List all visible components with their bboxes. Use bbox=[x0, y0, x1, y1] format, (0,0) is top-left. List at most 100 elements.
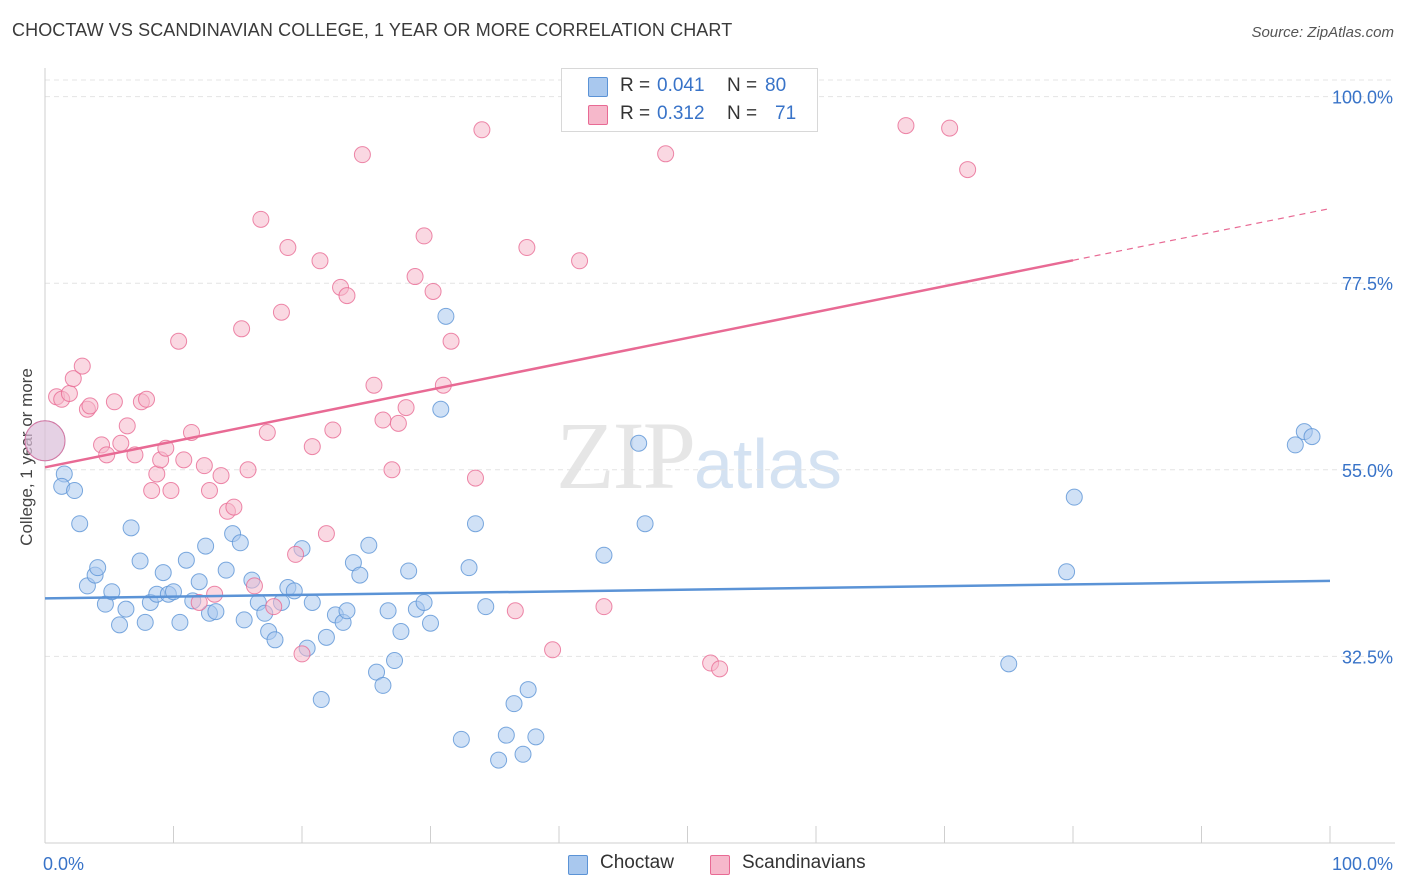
choctaw-point bbox=[477, 598, 495, 616]
scandinavian-point bbox=[324, 421, 342, 439]
scandinavian-point bbox=[162, 482, 180, 500]
scandinavian-point bbox=[442, 332, 460, 350]
scandinavian-point bbox=[311, 252, 329, 270]
scandinavian-point bbox=[374, 411, 392, 429]
gridlines bbox=[45, 79, 1395, 657]
scandinavian-point bbox=[365, 376, 383, 394]
chart-source: Source: ZipAtlas.com bbox=[1251, 24, 1394, 41]
choctaw-point bbox=[1000, 655, 1018, 673]
scandinavian-point bbox=[595, 598, 613, 616]
scandinavian-point bbox=[397, 399, 415, 417]
scandinavian-point bbox=[406, 268, 424, 286]
scandinavian-point bbox=[24, 420, 66, 462]
scandinavian-point bbox=[143, 482, 161, 500]
scandinavian-point bbox=[195, 457, 213, 475]
choctaw-point bbox=[171, 613, 189, 631]
scandinavian-point bbox=[506, 602, 524, 620]
choctaw-point bbox=[117, 600, 135, 618]
scandinavian-point bbox=[353, 146, 371, 164]
scandinavian-point bbox=[105, 393, 123, 411]
stats-row-choctaw: R = 0.041 N = 80 bbox=[562, 72, 817, 100]
watermark: ZIPatlas bbox=[556, 400, 842, 511]
choctaw-point bbox=[177, 551, 195, 569]
choctaw-point bbox=[392, 623, 410, 641]
choctaw-point bbox=[1065, 488, 1083, 506]
y-tick-label: 77.5% bbox=[1342, 274, 1393, 294]
choctaw-point bbox=[379, 602, 397, 620]
choctaw-point bbox=[217, 561, 235, 579]
choctaw-point bbox=[636, 515, 654, 533]
scandinavian-point bbox=[941, 119, 959, 137]
r-label: R = bbox=[620, 103, 651, 124]
scandinavian-point bbox=[293, 645, 311, 663]
choctaw-point bbox=[154, 564, 172, 582]
scandinavian-point bbox=[245, 577, 263, 595]
scandinavian-point bbox=[112, 434, 130, 452]
axes bbox=[44, 68, 1395, 844]
choctaw-point bbox=[490, 751, 508, 769]
scandinavian-point bbox=[60, 384, 78, 402]
choctaw-point bbox=[452, 730, 470, 748]
choctaw-point bbox=[89, 559, 107, 577]
scandinavian-point bbox=[959, 161, 977, 179]
choctaw-point bbox=[519, 681, 537, 699]
scandinavian-point bbox=[64, 370, 82, 388]
scandinavian-point bbox=[212, 467, 230, 485]
n-label: N = bbox=[727, 103, 758, 124]
scandinavian-point bbox=[138, 390, 156, 408]
scandinavian-r-value: 0.312 bbox=[657, 103, 705, 124]
choctaw-point bbox=[312, 691, 330, 709]
choctaw-point bbox=[71, 515, 89, 533]
scandinavian-point bbox=[338, 287, 356, 305]
choctaw-point bbox=[111, 616, 129, 634]
scandinavian-point bbox=[272, 303, 290, 321]
trend-lines bbox=[44, 207, 1331, 600]
choctaw-point bbox=[400, 562, 418, 580]
choctaw-point bbox=[527, 728, 545, 746]
choctaw-points bbox=[24, 307, 1321, 769]
choctaw-point bbox=[1058, 563, 1076, 581]
choctaw-point bbox=[285, 582, 303, 600]
choctaw-trend-line bbox=[44, 579, 1331, 600]
y-tick-label: 55.0% bbox=[1342, 461, 1393, 481]
choctaw-r-value: 0.041 bbox=[657, 75, 705, 96]
choctaw-point bbox=[131, 552, 149, 570]
tick-labels: 32.5% 55.0% 77.5% 100.0% 0.0% 100.0% bbox=[43, 88, 1393, 874]
choctaw-point bbox=[207, 603, 225, 621]
scandinavian-n-value: 71 bbox=[775, 103, 797, 124]
scandinavian-point bbox=[279, 239, 297, 257]
watermark-zip: ZIP bbox=[556, 402, 696, 509]
chart-title: CHOCTAW VS SCANDINAVIAN COLLEGE, 1 YEAR … bbox=[12, 20, 733, 40]
stats-row-scandinavians: R = 0.312 N = 71 bbox=[562, 100, 817, 128]
scandinavian-trend-extension bbox=[1072, 207, 1331, 261]
choctaw-point bbox=[317, 628, 335, 646]
scandinavian-point bbox=[118, 417, 136, 435]
scandinavian-trend-line bbox=[44, 259, 1074, 469]
scandinavian-point bbox=[239, 461, 257, 479]
scandinavian-legend-swatch bbox=[710, 855, 730, 875]
choctaw-point bbox=[514, 745, 532, 763]
scandinavian-swatch bbox=[588, 105, 608, 125]
choctaw-point bbox=[66, 482, 84, 500]
stats-box: R = 0.041 N = 80 R = 0.312 N = 71 bbox=[561, 68, 818, 132]
scandinavian-legend-label: Scandinavians bbox=[742, 852, 866, 873]
choctaw-point bbox=[386, 652, 404, 670]
choctaw-point bbox=[122, 519, 140, 537]
choctaw-point bbox=[466, 515, 484, 533]
scandinavian-point bbox=[190, 593, 208, 611]
choctaw-point bbox=[1286, 436, 1304, 454]
scandinavian-point bbox=[175, 451, 193, 469]
scandinavian-point bbox=[657, 145, 675, 163]
scandinavian-point bbox=[473, 121, 491, 139]
choctaw-point bbox=[595, 546, 613, 564]
scandinavian-point bbox=[897, 117, 915, 135]
choctaw-point bbox=[374, 676, 392, 694]
scandinavian-point bbox=[233, 320, 251, 338]
scandinavian-point bbox=[265, 598, 283, 616]
scandinavian-point bbox=[389, 414, 407, 432]
choctaw-point bbox=[1303, 428, 1321, 446]
choctaw-point bbox=[338, 602, 356, 620]
choctaw-point bbox=[437, 307, 455, 325]
scandinavian-point bbox=[225, 498, 243, 516]
